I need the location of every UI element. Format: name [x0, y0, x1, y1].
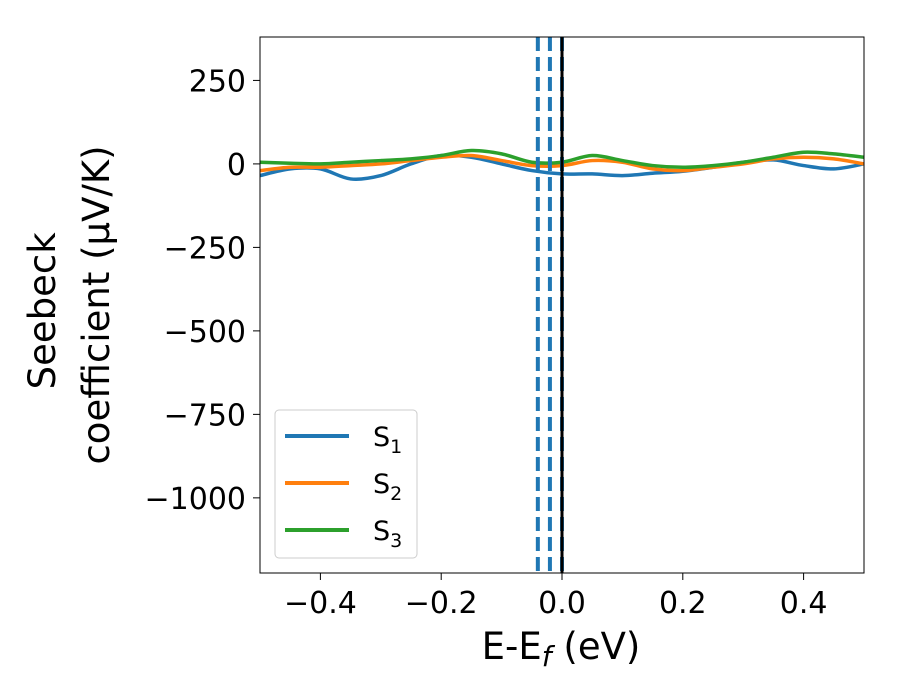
y-tick-label: −1000 — [145, 482, 246, 517]
legend-label-s1: S1 — [373, 422, 402, 458]
axes-layer: −0.4 −0.2 0.0 0.2 0.4 250 0 −250 −500 −750 −1000 — [145, 36, 865, 621]
y-tick-label: −750 — [164, 398, 246, 433]
x-tick-label: 0.2 — [659, 586, 707, 621]
y-tick-label: −500 — [164, 315, 246, 350]
plot-content — [260, 37, 864, 573]
x-tick-label: −0.4 — [284, 586, 357, 621]
x-tick-label: −0.2 — [405, 586, 478, 621]
y-tick-label: 0 — [227, 148, 246, 183]
plot-layer — [260, 37, 864, 573]
x-axis-label: E-Ef (eV) — [482, 625, 641, 673]
y-axis-label-line2: coefficient (μV/K) — [75, 145, 118, 464]
y-tick-label: −250 — [164, 231, 246, 266]
y-tick-label: 250 — [189, 64, 246, 99]
x-tick-label: 0.0 — [538, 586, 586, 621]
legend: S1 S2 S3 — [274, 409, 418, 559]
legend-label-s3: S3 — [373, 516, 402, 552]
legend-label-s2: S2 — [373, 469, 402, 505]
y-axis-label: Seebeck coefficient (μV/K) — [21, 145, 118, 464]
y-axis-label-line1: Seebeck — [21, 232, 64, 390]
x-tick-label: 0.4 — [780, 586, 828, 621]
